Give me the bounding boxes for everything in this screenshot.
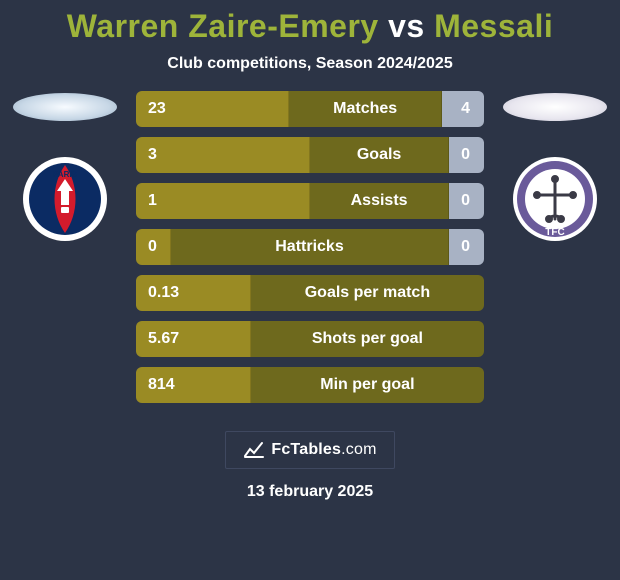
comparison-card: Warren Zaire-Emery vs Messali Club compe… <box>0 0 620 580</box>
stat-row: 814Min per goal <box>136 367 484 403</box>
stat-label: Min per goal <box>251 367 484 403</box>
svg-text:TFC: TFC <box>545 227 564 238</box>
stat-left-value: 23 <box>136 91 289 127</box>
stat-label: Assists <box>310 183 449 219</box>
stat-right-value: 0 <box>449 229 484 265</box>
stat-label: Matches <box>289 91 442 127</box>
footer-date: 13 february 2025 <box>0 483 620 501</box>
brand-name: FcTables <box>271 441 341 458</box>
stat-right-value: 0 <box>449 137 484 173</box>
left-side: PARIS <box>6 91 124 243</box>
vs-label: vs <box>388 8 425 44</box>
stat-left-value: 814 <box>136 367 251 403</box>
stat-right-value: 4 <box>442 91 484 127</box>
stat-row: 1Assists0 <box>136 183 484 219</box>
player2-halo <box>503 93 607 121</box>
psg-crest: PARIS <box>21 155 109 243</box>
stat-right-value: 0 <box>449 183 484 219</box>
right-side: TFC <box>496 91 614 243</box>
stat-left-value: 5.67 <box>136 321 251 357</box>
stat-left-value: 1 <box>136 183 310 219</box>
stat-row: 3Goals0 <box>136 137 484 173</box>
brand-text: FcTables.com <box>271 441 376 459</box>
stat-row: 23Matches4 <box>136 91 484 127</box>
stat-row: 5.67Shots per goal <box>136 321 484 357</box>
stat-row: 0Hattricks0 <box>136 229 484 265</box>
subtitle: Club competitions, Season 2024/2025 <box>0 55 620 73</box>
brand-chart-icon <box>243 441 265 459</box>
svg-text:PARIS: PARIS <box>53 170 78 179</box>
player1-halo <box>13 93 117 121</box>
toulouse-crest: TFC <box>511 155 599 243</box>
stat-label: Hattricks <box>171 229 449 265</box>
stat-row: 0.13Goals per match <box>136 275 484 311</box>
page-title: Warren Zaire-Emery vs Messali <box>0 8 620 45</box>
stat-label: Goals <box>310 137 449 173</box>
brand-suffix: .com <box>341 441 376 458</box>
stat-left-value: 3 <box>136 137 310 173</box>
stat-label: Goals per match <box>251 275 484 311</box>
brand-badge: FcTables.com <box>225 431 395 469</box>
player2-name: Messali <box>434 8 553 44</box>
stat-bars: 23Matches43Goals01Assists00Hattricks00.1… <box>136 91 484 413</box>
stat-left-value: 0.13 <box>136 275 251 311</box>
player1-name: Warren Zaire-Emery <box>67 8 379 44</box>
stat-left-value: 0 <box>136 229 171 265</box>
stat-label: Shots per goal <box>251 321 484 357</box>
content-row: PARIS 23Matches43Goals01Assists00Hattric… <box>0 91 620 413</box>
